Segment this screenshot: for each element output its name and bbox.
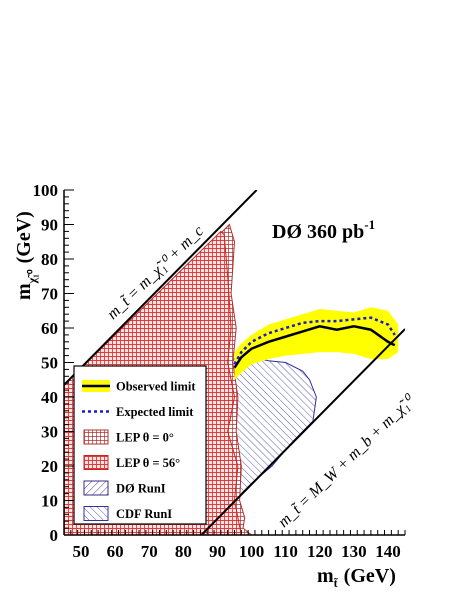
y-tick-label: 0	[50, 526, 59, 545]
tick-labels: 50 60 70 80 90 100 110 120 130 140 0 10 20 30 40 50 60 70…	[33, 181, 401, 561]
x-tick-label: 120	[307, 542, 333, 561]
y-tick-label: 90	[41, 216, 58, 235]
x-tick-label: 110	[273, 542, 298, 561]
expected-band	[234, 307, 399, 380]
legend-box	[73, 365, 207, 525]
legend: Observed limit Expected limit LEP θ = 0° LE…	[73, 365, 207, 525]
legend-label: LEP θ = 56°	[116, 456, 180, 470]
x-tick-label: 60	[107, 542, 124, 561]
legend-label: DØ RunI	[116, 482, 166, 496]
legend-swatch	[83, 455, 109, 470]
x-tick-label: 130	[341, 542, 367, 561]
legend-swatch	[83, 480, 109, 496]
y-tick-label: 30	[41, 423, 58, 442]
kinematic-lines	[64, 190, 405, 535]
x-tick-label: 140	[375, 542, 401, 561]
y-tick-label: 40	[41, 388, 58, 407]
y-axis-title: mχ̃₁⁰(GeV)	[13, 211, 39, 300]
legend-swatch	[83, 429, 109, 445]
y-tick-label: 20	[41, 457, 58, 476]
legend-label: CDF RunI	[116, 507, 172, 521]
y-tick-label: 80	[41, 250, 58, 269]
y-tick-label: 60	[41, 319, 58, 338]
y-tick-label: 70	[41, 285, 58, 304]
series-observed-limit	[233, 324, 396, 369]
axes	[63, 189, 406, 536]
x-tick-label: 80	[175, 542, 192, 561]
series-expected-limit	[233, 316, 396, 365]
y-tick-label: 50	[41, 354, 58, 373]
legend-swatch	[83, 506, 109, 521]
upper-diagonal-line	[64, 190, 258, 386]
x-axis-title: mt̃ (GeV)	[317, 565, 396, 590]
y-tick-label: 100	[33, 181, 59, 200]
x-tick-label: 100	[239, 542, 265, 561]
expected-band-fill	[234, 307, 399, 380]
limit-lines	[233, 316, 396, 369]
y-tick-label: 10	[41, 492, 58, 511]
x-tick-label: 90	[209, 542, 226, 561]
experiment-label: DØ 360 pb-1	[272, 217, 375, 243]
x-tick-label: 70	[141, 542, 158, 561]
lower-diagonal-line	[200, 328, 405, 535]
legend-label: Observed limit	[116, 380, 196, 394]
legend-label: Expected limit	[116, 405, 194, 419]
x-tick-label: 50	[73, 542, 90, 561]
legend-label: LEP θ = 0°	[116, 431, 174, 445]
